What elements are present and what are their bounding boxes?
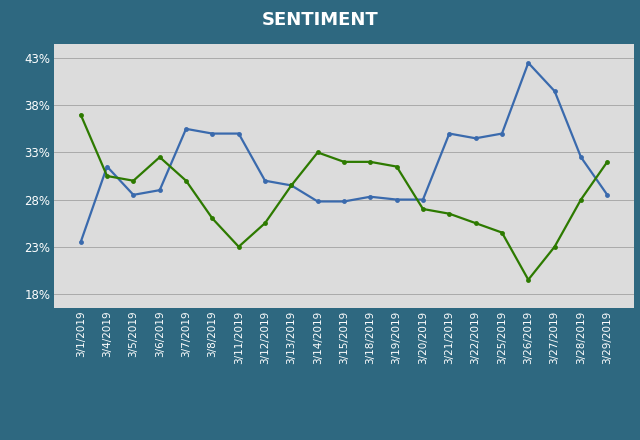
Decliners (314, 199, 321, 204)
Advancers (77, 112, 84, 117)
Advancers (129, 178, 137, 183)
Decliners (551, 88, 559, 94)
Decliners (577, 154, 585, 160)
Decliners (235, 131, 243, 136)
Advancers (524, 277, 532, 282)
Advancers (103, 173, 111, 179)
Decliners (393, 197, 401, 202)
Decliners (129, 192, 137, 198)
Line: Decliners: Decliners (78, 60, 610, 245)
Advancers (287, 183, 295, 188)
Decliners (156, 187, 164, 193)
Decliners (445, 131, 453, 136)
Advancers (393, 164, 401, 169)
Decliners (287, 183, 295, 188)
Advancers (577, 197, 585, 202)
Advancers (604, 159, 611, 165)
Advancers (209, 216, 216, 221)
Advancers (419, 206, 427, 212)
Decliners (103, 164, 111, 169)
Advancers (340, 159, 348, 165)
Decliners (367, 194, 374, 199)
Decliners (77, 239, 84, 245)
Decliners (340, 199, 348, 204)
Advancers (445, 211, 453, 216)
Advancers (472, 220, 479, 226)
Advancers (261, 220, 269, 226)
Advancers (156, 154, 164, 160)
Decliners (182, 126, 190, 132)
Advancers (498, 230, 506, 235)
Advancers (367, 159, 374, 165)
Line: Advancers: Advancers (78, 112, 610, 282)
Decliners (472, 136, 479, 141)
Decliners (498, 131, 506, 136)
Advancers (182, 178, 190, 183)
Text: SENTIMENT: SENTIMENT (262, 11, 378, 29)
Advancers (551, 244, 559, 249)
Advancers (235, 244, 243, 249)
Decliners (261, 178, 269, 183)
Advancers (314, 150, 321, 155)
Decliners (209, 131, 216, 136)
Decliners (419, 197, 427, 202)
Decliners (604, 192, 611, 198)
Decliners (524, 60, 532, 66)
